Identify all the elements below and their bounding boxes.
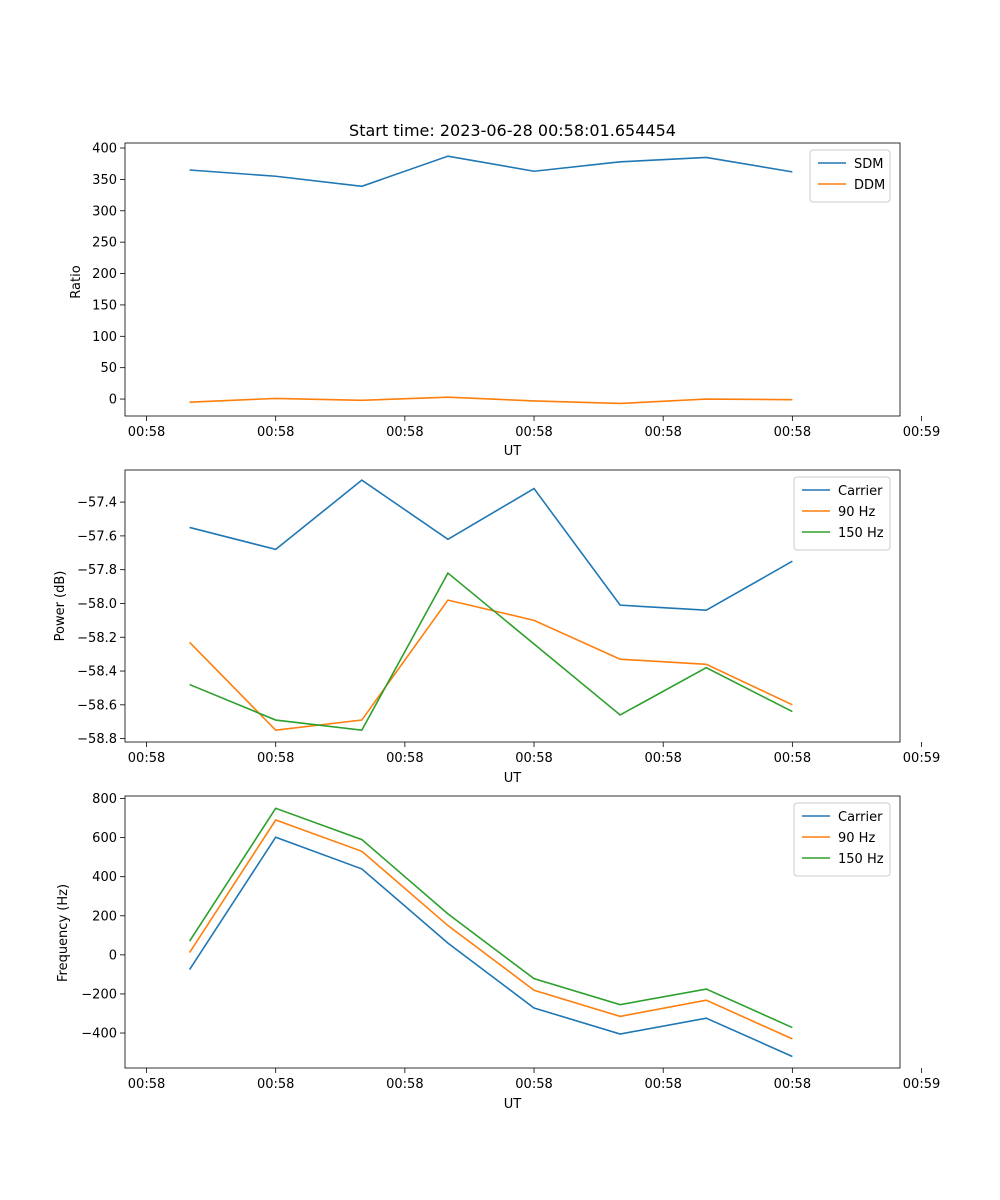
series-line-sdm	[189, 155, 793, 188]
y-tick-label: 100	[92, 330, 117, 345]
series-line-150-hz	[188, 807, 793, 1029]
axes-frame	[124, 142, 901, 417]
legend-label: 150 Hz	[838, 852, 884, 867]
y-tick-label: 200	[92, 909, 117, 924]
x-tick-label: 00:59	[903, 1077, 940, 1092]
y-tick-label: 600	[92, 831, 117, 846]
x-tick-label: 00:58	[774, 1077, 811, 1092]
x-axis-label: UT	[504, 771, 522, 786]
y-tick-label: −58.0	[77, 597, 117, 612]
panel-frequency: 00:58 00:58 00:58 00:58 00:58 00:58 00:59 −400 −…	[56, 792, 940, 1112]
x-tick-label: 00:58	[386, 425, 423, 440]
y-axis-label: Frequency (Hz)	[56, 884, 71, 982]
legend-label: Carrier	[838, 484, 883, 499]
x-tick-label: 00:58	[644, 1077, 681, 1092]
y-tick-label: 250	[92, 236, 117, 251]
y-tick-label: 200	[92, 267, 117, 282]
series-line-ddm	[189, 396, 793, 405]
x-tick-label: 00:58	[515, 751, 552, 766]
y-tick-label: −400	[81, 1027, 117, 1042]
x-tick-label: 00:58	[774, 425, 811, 440]
y-tick-label: 800	[92, 792, 117, 807]
ratio-plot-area: 00:58 00:58 00:58 00:58 00:58 00:58 00:59 0 50 10…	[92, 142, 940, 440]
y-axis-label: Power (dB)	[53, 571, 68, 642]
chart-title: Start time: 2023-06-28 00:58:01.654454	[349, 121, 676, 140]
y-tick-label: 0	[109, 948, 117, 963]
legend-label: DDM	[854, 178, 885, 193]
y-tick-label: −57.4	[77, 496, 117, 511]
series-line-90-hz	[188, 819, 793, 1040]
y-tick-label: 300	[92, 204, 117, 219]
y-tick-label: 350	[92, 173, 117, 188]
panel-ratio: Start time: 2023-06-28 00:58:01.654454 0…	[69, 121, 940, 459]
x-tick-label: 00:59	[903, 425, 940, 440]
y-tick-label: 50	[100, 361, 117, 376]
x-axis-label: UT	[504, 444, 522, 459]
x-tick-label: 00:58	[257, 1077, 294, 1092]
x-tick-label: 00:58	[257, 425, 294, 440]
legend-label: 150 Hz	[838, 526, 884, 541]
axes-frame	[124, 469, 901, 743]
y-tick-label: 400	[92, 142, 117, 157]
x-tick-label: 00:58	[644, 751, 681, 766]
series-line-90-hz	[189, 599, 793, 732]
legend-label: 90 Hz	[838, 831, 875, 846]
x-tick-label: 00:58	[515, 1077, 552, 1092]
x-axis-label: UT	[504, 1097, 522, 1112]
y-tick-label: −58.2	[77, 631, 117, 646]
x-tick-label: 00:58	[257, 751, 294, 766]
y-tick-label: −58.4	[77, 665, 117, 680]
y-axis-label: Ratio	[69, 265, 84, 298]
legend-label: 90 Hz	[838, 505, 875, 520]
x-tick-label: 00:59	[903, 751, 940, 766]
x-tick-label: 00:58	[644, 425, 681, 440]
y-tick-label: −200	[81, 987, 117, 1002]
y-tick-label: −58.8	[77, 732, 117, 747]
x-tick-label: 00:58	[128, 1077, 165, 1092]
x-tick-label: 00:58	[128, 751, 165, 766]
x-tick-label: 00:58	[774, 751, 811, 766]
axes-frame	[124, 795, 901, 1069]
legend-label: Carrier	[838, 810, 883, 825]
series-line-carrier	[188, 836, 793, 1058]
x-tick-label: 00:58	[128, 425, 165, 440]
panel-power: 00:58 00:58 00:58 00:58 00:58 00:58 00:59 −58.8…	[53, 469, 940, 786]
power-plot-area: 00:58 00:58 00:58 00:58 00:58 00:58 00:59 −58.8…	[77, 469, 940, 766]
series-line-150-hz	[189, 571, 793, 732]
frequency-plot-area: 00:58 00:58 00:58 00:58 00:58 00:58 00:59 −400 −…	[81, 792, 940, 1092]
x-tick-label: 00:58	[386, 751, 423, 766]
y-tick-label: −57.8	[77, 563, 117, 578]
y-tick-label: −58.6	[77, 698, 117, 713]
series-line-carrier	[189, 479, 793, 612]
x-tick-label: 00:58	[386, 1077, 423, 1092]
y-tick-label: −57.6	[77, 529, 117, 544]
legend-label: SDM	[854, 157, 883, 172]
y-tick-label: 400	[92, 870, 117, 885]
y-tick-label: 150	[92, 298, 117, 313]
y-tick-label: 0	[109, 393, 117, 408]
x-tick-label: 00:58	[515, 425, 552, 440]
